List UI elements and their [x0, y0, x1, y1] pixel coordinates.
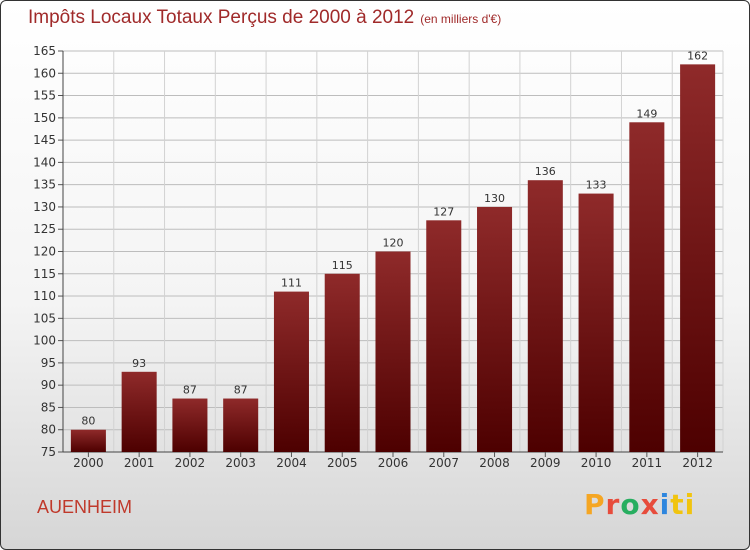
chart-title-text: Impôts Locaux Totaux Perçus de 2000 à 20… — [28, 7, 415, 28]
x-tick-label: 2006 — [378, 456, 409, 470]
bar-value-label: 93 — [132, 357, 146, 370]
bar-value-label: 127 — [433, 205, 454, 218]
bar-value-label: 162 — [687, 49, 708, 62]
bar — [172, 398, 208, 452]
bar — [477, 206, 513, 452]
commune-name: AUENHEIM — [37, 497, 133, 517]
x-tick-label: 2001 — [124, 456, 155, 470]
bar — [375, 251, 411, 452]
y-tick-label: 95 — [41, 356, 56, 370]
bar — [578, 193, 614, 453]
y-tick-label: 145 — [33, 133, 56, 147]
bar-layer — [70, 64, 716, 453]
y-tick-label: 115 — [33, 267, 56, 281]
axis-layer: 75 80 85 90 95 100 105 110 115 120 125 130 135 140 145… — [33, 44, 723, 470]
y-tick-label: 75 — [41, 445, 56, 459]
bar-value-label: 120 — [383, 237, 404, 250]
x-tick-label: 2012 — [682, 456, 713, 470]
bar-value-label: 111 — [281, 277, 302, 290]
logo-letter: ti — [670, 488, 696, 521]
chart-subtitle: (en milliers d'€) — [420, 12, 502, 26]
bar — [680, 64, 716, 452]
bar-value-label: 130 — [484, 192, 505, 205]
y-tick-label: 120 — [33, 245, 56, 259]
bar-value-label: 136 — [535, 165, 556, 178]
proxiti-logo[interactable]: Proxiti — [584, 488, 695, 521]
y-tick-label: 165 — [33, 44, 56, 58]
logo-letter: r — [605, 488, 621, 521]
y-tick-label: 90 — [41, 378, 56, 392]
y-tick-label: 85 — [41, 400, 56, 414]
label-layer: 80 93 87 87 111 115 120 127 130 136 133 149 162 — [81, 49, 708, 427]
logo-letter: i — [659, 488, 671, 521]
y-tick-label: 155 — [33, 89, 56, 103]
bar — [527, 180, 563, 452]
bar — [223, 398, 259, 452]
x-tick-label: 2005 — [327, 456, 358, 470]
bar-value-label: 149 — [636, 107, 657, 120]
x-tick-label: 2002 — [175, 456, 206, 470]
y-tick-label: 80 — [41, 423, 56, 437]
bar-value-label: 115 — [332, 259, 353, 272]
x-tick-label: 2009 — [530, 456, 561, 470]
bar — [324, 273, 360, 452]
bar — [70, 429, 106, 452]
x-tick-label: 2011 — [632, 456, 663, 470]
chart-title: Impôts Locaux Totaux Perçus de 2000 à 20… — [28, 7, 501, 29]
y-tick-label: 135 — [33, 178, 56, 192]
bar — [426, 220, 462, 452]
y-tick-label: 160 — [33, 66, 56, 80]
x-tick-label: 2008 — [479, 456, 510, 470]
y-tick-label: 105 — [33, 311, 56, 325]
y-tick-label: 130 — [33, 200, 56, 214]
y-tick-label: 100 — [33, 334, 56, 348]
logo-letter: o — [620, 488, 641, 521]
y-tick-label: 110 — [33, 289, 56, 303]
x-tick-label: 2003 — [225, 456, 256, 470]
x-tick-label: 2000 — [73, 456, 104, 470]
bar-value-label: 87 — [183, 384, 197, 397]
bar-value-label: 80 — [81, 415, 95, 428]
logo-letter: x — [640, 488, 660, 521]
logo-letter: P — [584, 488, 606, 521]
y-tick-label: 125 — [33, 222, 56, 236]
y-tick-label: 150 — [33, 111, 56, 125]
bar — [273, 291, 309, 452]
bar-value-label: 133 — [586, 179, 607, 192]
bar — [629, 122, 665, 453]
bar-value-label: 87 — [234, 384, 248, 397]
y-tick-label: 140 — [33, 155, 56, 169]
bar — [121, 371, 157, 452]
x-tick-label: 2010 — [581, 456, 612, 470]
x-tick-label: 2007 — [428, 456, 459, 470]
x-tick-label: 2004 — [276, 456, 307, 470]
